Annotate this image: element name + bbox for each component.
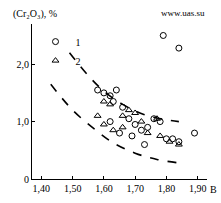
- svg-text:2: 2: [76, 56, 81, 67]
- svg-text:1,50: 1,50: [64, 183, 82, 194]
- svg-text:2,0: 2,0: [17, 59, 30, 70]
- svg-text:1,40: 1,40: [33, 183, 51, 194]
- svg-text:1,70: 1,70: [126, 183, 144, 194]
- svg-text:1,60: 1,60: [95, 183, 113, 194]
- svg-text:(Cr₂O₃), %: (Cr₂O₃), %: [13, 8, 57, 20]
- svg-text:www.uas.su: www.uas.su: [161, 8, 205, 18]
- svg-text:0: 0: [24, 174, 29, 185]
- svg-text:1,90: 1,90: [189, 183, 207, 194]
- svg-text:1,0: 1,0: [17, 116, 30, 127]
- svg-text:1: 1: [76, 37, 81, 48]
- svg-text:B: B: [210, 184, 217, 195]
- svg-text:1,80: 1,80: [158, 183, 176, 194]
